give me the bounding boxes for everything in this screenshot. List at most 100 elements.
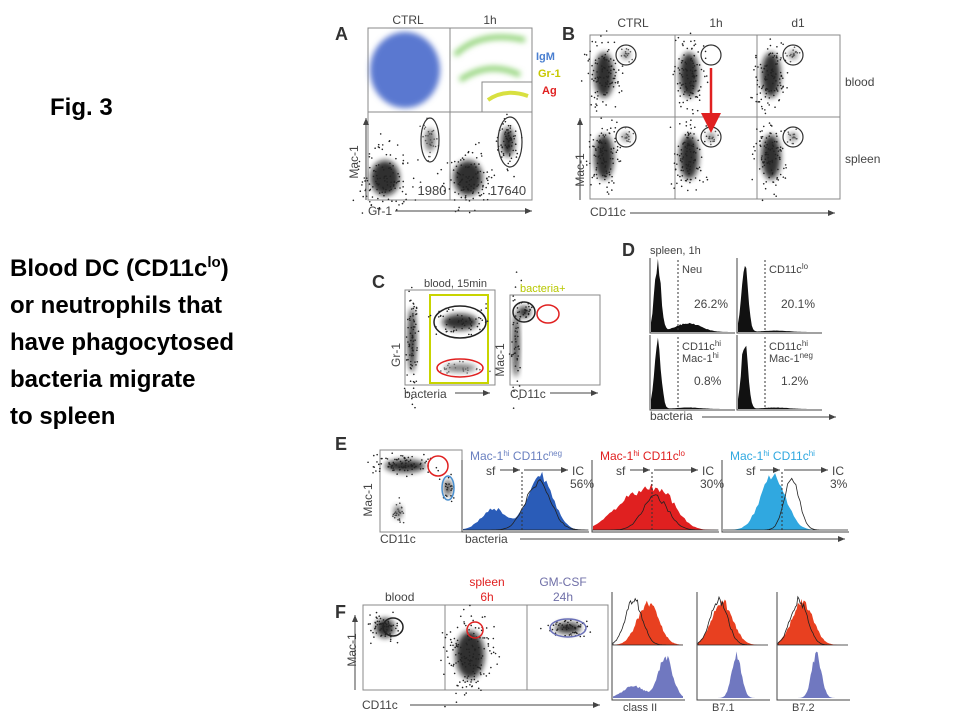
dot [363,177,366,179]
dot [685,124,688,127]
dot [781,147,784,150]
dot [388,463,390,465]
dot [381,144,384,146]
dot [677,174,679,176]
density [444,364,476,372]
dot [679,72,681,75]
dot [379,617,382,620]
dot [361,212,364,214]
caption-line: Blood DC (CD11clo) [10,254,229,282]
dot [626,134,629,136]
dot [755,142,758,145]
dot [378,183,380,185]
dot [507,162,510,165]
dot [567,621,569,624]
dot [405,462,407,464]
dot [486,179,489,182]
dot [385,153,388,156]
dot [482,186,484,188]
dot [456,171,459,174]
dot [374,625,377,628]
dot [609,83,611,85]
dot [594,106,597,108]
dot [767,74,769,76]
dot [684,68,687,70]
dot [689,124,692,126]
dot [511,341,513,343]
dot [514,346,517,349]
dot [471,644,474,647]
dot [411,468,413,471]
dot [605,161,607,163]
dot [481,655,484,657]
histogram-outline [777,595,848,646]
dot [500,150,503,153]
dot [387,198,390,201]
dot [628,138,630,141]
dot [604,58,606,61]
dot [628,131,631,133]
dot [505,146,508,148]
dot [780,42,783,44]
dot [444,485,447,488]
dot [780,150,782,152]
dot [601,84,603,87]
dot [439,188,442,190]
dot [609,58,612,60]
dot [508,155,511,157]
dot [398,511,401,514]
dot [704,140,706,143]
dot [473,678,476,681]
dot [444,494,447,497]
dot [774,153,777,156]
title-sup: hi [633,449,639,458]
dot [775,157,777,160]
dot [684,61,687,64]
dot [603,136,606,138]
dot [463,655,466,658]
dot [600,117,603,119]
dot [389,166,392,169]
dot [405,359,408,361]
dot [692,143,695,146]
caption-text: Blood DC (CD11c [10,255,207,282]
dot [681,60,683,62]
dot [411,364,413,367]
dot [696,109,699,112]
dot [411,465,413,468]
dot [372,471,374,474]
dot [488,175,490,178]
dot [692,112,694,115]
dot [465,657,468,659]
dot [605,30,608,32]
column-label: 24h [553,590,573,604]
dot [401,202,404,205]
dot [480,152,483,155]
dot [401,190,404,193]
dot [679,87,682,89]
dot [452,665,455,667]
dot [695,74,698,77]
density [408,308,416,372]
dot [472,619,474,622]
dot [706,178,709,181]
gate [536,304,560,324]
dot [608,60,610,62]
dot [698,99,701,102]
dot [378,620,381,623]
dot [501,146,503,148]
dot [760,105,763,108]
dot [464,166,467,168]
dot [470,615,473,617]
dot [399,521,401,523]
dot [791,142,794,145]
dot [459,659,462,661]
dot [455,692,457,695]
dot [372,454,375,457]
dot [698,166,701,169]
dot [597,146,600,148]
dot [612,157,614,160]
dot [793,52,795,55]
gate [549,618,587,638]
dot [466,181,468,183]
